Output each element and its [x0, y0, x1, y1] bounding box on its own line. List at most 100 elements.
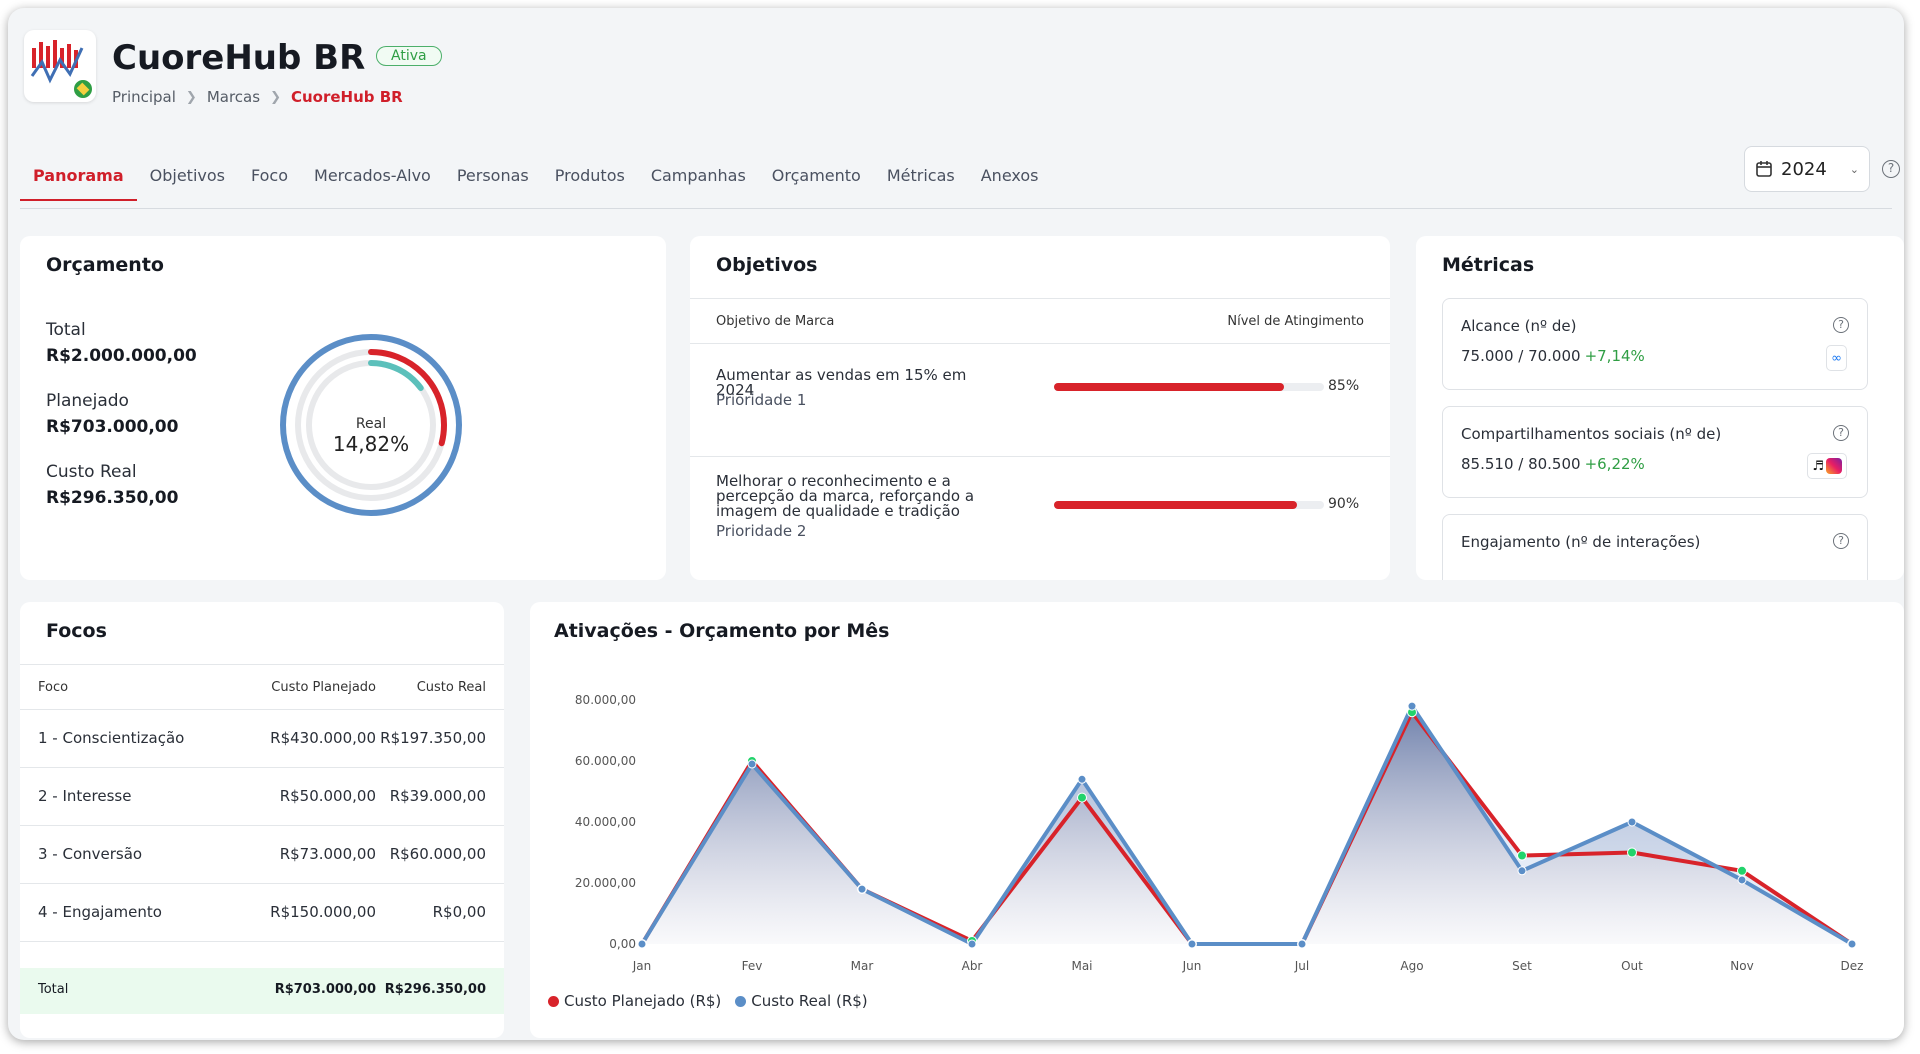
y-tick-label: 20.000,00 [575, 876, 636, 890]
help-icon[interactable]: ? [1882, 160, 1900, 178]
objective-text: Melhorar o reconhecimento e a percepção … [716, 472, 975, 520]
table-row[interactable]: 3 - Conversão R$73.000,00 R$60.000,00 [20, 826, 504, 884]
focus-real: R$39.000,00 [389, 787, 486, 805]
breadcrumb: Principal ❯ Marcas ❯ CuoreHub BR [112, 88, 403, 106]
objective-progress-fill [1054, 383, 1284, 391]
focos-col-real: Custo Real [416, 680, 486, 695]
metric-card-reach[interactable]: Alcance (nº de) ? 75.000 / 70.000 +7,14% … [1442, 298, 1868, 390]
brand-logo [24, 30, 96, 102]
calendar-icon [1756, 161, 1772, 177]
x-tick-label: Out [1621, 959, 1643, 973]
table-total-row: Total R$703.000,00 R$296.350,00 [20, 968, 504, 1014]
tab-produtos[interactable]: Produtos [554, 166, 625, 185]
x-tick-label: Nov [1730, 959, 1753, 973]
breadcrumb-brands[interactable]: Marcas [206, 88, 261, 106]
data-point-real [1627, 817, 1637, 827]
legend-item-planned[interactable]: Custo Planejado (R$) [548, 992, 721, 1010]
meta-icon: ∞ [1826, 345, 1847, 371]
data-point-real [1187, 939, 1197, 949]
tab-bar: Panorama Objetivos Foco Mercados-Alvo Pe… [20, 158, 1051, 201]
data-point-planned [1737, 865, 1747, 876]
x-tick-label: Ago [1400, 959, 1423, 973]
donut-real-arc [306, 360, 436, 490]
total-real: R$296.350,00 [384, 982, 486, 997]
focos-title: Focos [46, 620, 107, 642]
metric-card-shares[interactable]: Compartilhamentos sociais (nº de) ? 85.5… [1442, 406, 1868, 498]
objective-percent: 85% [1328, 378, 1360, 394]
donut-label: Real [355, 416, 387, 432]
objective-priority: Prioridade 1 [716, 391, 807, 409]
metric-name: Alcance (nº de) [1461, 317, 1577, 335]
budget-real-label: Custo Real [46, 462, 137, 482]
platform-icons: ♬ [1807, 453, 1847, 479]
tab-campanhas[interactable]: Campanhas [650, 166, 746, 185]
total-planned: R$703.000,00 [274, 982, 376, 997]
tab-panorama[interactable]: Panorama [20, 158, 137, 201]
budget-donut [280, 334, 462, 516]
data-point-real [747, 759, 757, 769]
budget-real-value: R$296.350,00 [46, 488, 179, 508]
objectives-divider [690, 456, 1390, 457]
metric-card-engagement[interactable]: Engajamento (nº de interações) ? [1442, 514, 1868, 580]
objectives-col-objective: Objetivo de Marca [716, 314, 835, 329]
help-icon[interactable]: ? [1833, 425, 1849, 441]
app-window: CuoreHub BR Ativa Principal ❯ Marcas ❯ C… [8, 8, 1904, 1040]
data-point-planned [1627, 847, 1637, 858]
chevron-right-icon: ❯ [185, 89, 197, 105]
status-badge: Ativa [376, 46, 442, 66]
breadcrumb-home[interactable]: Principal [112, 88, 176, 106]
focus-real: R$0,00 [432, 903, 486, 921]
legend-item-real[interactable]: Custo Real (R$) [735, 992, 868, 1010]
focus-planned: R$50.000,00 [279, 787, 376, 805]
metrics-card: Métricas Alcance (nº de) ? 75.000 / 70.0… [1416, 236, 1904, 580]
activations-chart: 0,00 20.000,00 40.000,00 60.000,00 80.000,00… [575, 693, 1864, 973]
tab-orcamento[interactable]: Orçamento [771, 166, 861, 185]
metrics-title: Métricas [1442, 254, 1535, 276]
data-point-real [967, 939, 977, 949]
table-row[interactable]: 2 - Interesse R$50.000,00 R$39.000,00 [20, 768, 504, 826]
metric-value: 85.510 / 80.500 +6,22% [1461, 455, 1645, 473]
focus-real: R$60.000,00 [389, 845, 486, 863]
x-tick-label: Fev [742, 959, 763, 973]
tab-objetivos[interactable]: Objetivos [149, 166, 225, 185]
budget-planned-value: R$703.000,00 [46, 417, 179, 437]
objectives-table-header: Objetivo de Marca Nível de Atingimento [690, 298, 1390, 344]
data-point-real [857, 884, 867, 894]
total-label: Total [38, 982, 69, 997]
table-row[interactable]: 1 - Conscientização R$430.000,00 R$197.3… [20, 710, 504, 768]
tab-metricas[interactable]: Métricas [886, 166, 955, 185]
x-tick-label: Set [1512, 959, 1532, 973]
series-area-fill [642, 706, 1852, 944]
help-icon[interactable]: ? [1833, 533, 1849, 549]
metric-name: Compartilhamentos sociais (nº de) [1461, 425, 1722, 443]
metric-value-text: 75.000 / 70.000 [1461, 347, 1581, 365]
help-icon[interactable]: ? [1833, 317, 1849, 333]
focos-table-header: Foco Custo Planejado Custo Real [20, 664, 504, 710]
page-title: CuoreHub BR [112, 38, 366, 78]
focus-real: R$197.350,00 [380, 729, 486, 747]
focus-planned: R$430.000,00 [270, 729, 376, 747]
breadcrumb-current: CuoreHub BR [290, 88, 403, 106]
objective-progress-fill [1054, 501, 1297, 509]
x-tick-label: Mar [851, 959, 874, 973]
focus-name: 1 - Conscientização [38, 729, 185, 747]
legend-label: Custo Real (R$) [751, 992, 868, 1010]
budget-card: Orçamento Total R$2.000.000,00 Planejado… [20, 236, 666, 580]
x-tick-label: Jun [1182, 959, 1202, 973]
tab-foco[interactable]: Foco [251, 166, 289, 185]
objective-percent: 90% [1328, 496, 1360, 512]
series-line-real [640, 704, 1854, 946]
donut-value: 14,82% [332, 432, 410, 456]
tab-personas[interactable]: Personas [456, 166, 529, 185]
tab-mercados-alvo[interactable]: Mercados-Alvo [314, 166, 431, 185]
table-row[interactable]: 4 - Engajamento R$150.000,00 R$0,00 [20, 884, 504, 942]
focus-name: 2 - Interesse [38, 787, 132, 805]
y-tick-label: 60.000,00 [575, 754, 636, 768]
year-select[interactable]: 2024 ⌄ [1744, 146, 1870, 192]
focos-col-planned: Custo Planejado [271, 680, 376, 695]
y-tick-label: 80.000,00 [575, 693, 636, 707]
focos-col-focus: Foco [38, 680, 69, 695]
chevron-down-icon: ⌄ [1849, 162, 1859, 176]
tab-anexos[interactable]: Anexos [980, 166, 1039, 185]
legend-label: Custo Planejado (R$) [564, 992, 722, 1010]
